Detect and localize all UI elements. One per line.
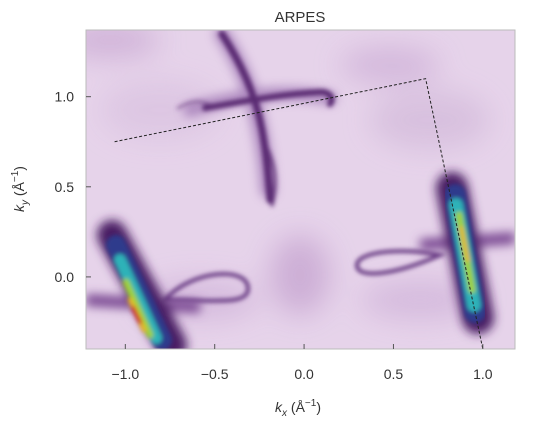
y-axis-label-group: ky (Å−1) [10,166,31,212]
plot-frame [85,29,516,350]
y-axis-label-unit: (Å [11,181,27,200]
y-axis: 0.0 0.5 1.0 [55,89,91,285]
y-tick-label: 0.0 [55,269,75,285]
y-axis-label-sup: −1 [10,170,21,182]
x-tick-label: 1.0 [473,366,493,382]
x-axis-label-sub: x [281,408,288,419]
x-tick-label: −0.5 [201,366,229,382]
x-tick-label: 0.0 [294,366,314,382]
right-loop-feature [355,249,447,276]
right-pocket-feature [419,172,515,334]
diffuse-background [86,30,490,320]
x-axis-label-unit: (Å [287,399,306,415]
y-axis-label-main: k [11,204,27,212]
brillouin-zone-outline [114,78,484,349]
y-tick-label: 0.5 [55,179,75,195]
left-pocket-feature [86,220,201,349]
y-tick-label: 1.0 [55,89,75,105]
x-tick-label: 0.5 [384,366,404,382]
chart-title: ARPES [275,9,326,26]
x-axis-label-close: ) [316,399,321,415]
y-axis-label-close: ) [11,166,27,171]
x-axis: −1.0 −0.5 0.0 0.5 1.0 [112,344,493,382]
x-axis-label-main: k [275,399,283,415]
left-loop-feature [160,272,250,303]
x-tick-label: −1.0 [112,366,140,382]
center-cross-feature [176,30,337,207]
y-axis-label-sub: y [20,199,31,206]
y-axis-label: ky (Å−1) [10,166,31,212]
x-axis-label: kx (Å−1) [275,398,321,419]
intensity-map [86,30,515,349]
x-axis-label-sup: −1 [305,398,317,409]
